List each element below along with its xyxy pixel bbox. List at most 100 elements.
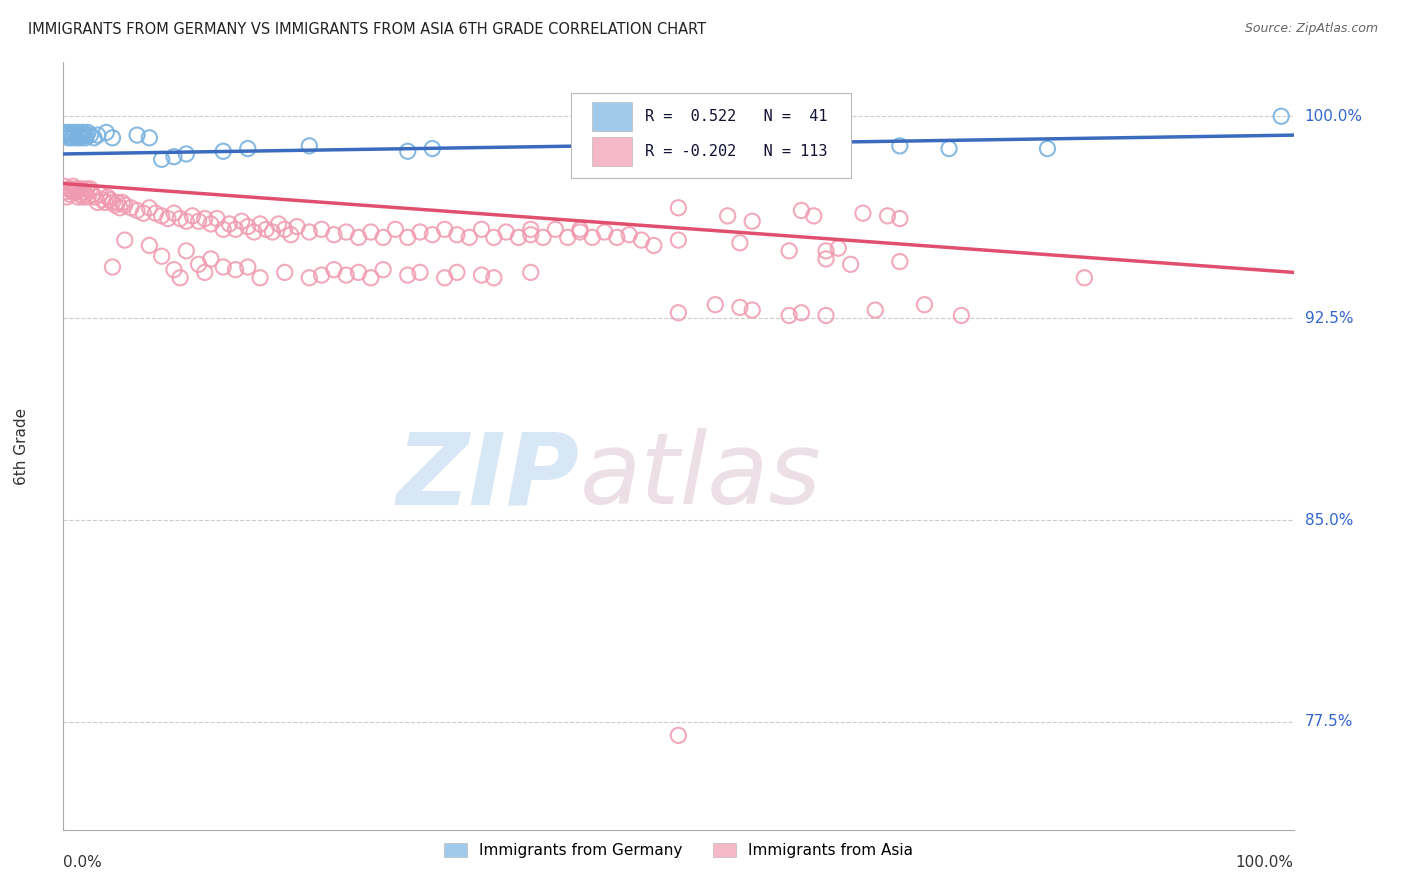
Point [704, 298, 727, 312]
Point [53, 179, 76, 194]
Point [889, 211, 911, 226]
Point [311, 222, 333, 236]
Point [243, 225, 266, 239]
Point [101, 195, 124, 210]
Point [63, 125, 86, 139]
Point [914, 298, 936, 312]
Point [73, 128, 96, 142]
Point [187, 214, 209, 228]
Point [396, 145, 419, 159]
Point [65, 128, 87, 142]
Point [150, 249, 173, 263]
Point [174, 214, 197, 228]
Text: 100.0%: 100.0% [1236, 855, 1294, 870]
Point [225, 262, 247, 277]
Point [194, 211, 217, 226]
Point [58, 125, 80, 139]
Point [396, 268, 419, 282]
Point [66, 130, 89, 145]
Point [815, 244, 838, 258]
Point [150, 209, 173, 223]
Point [138, 201, 160, 215]
Point [212, 260, 235, 274]
Point [53, 125, 76, 139]
Point [298, 225, 321, 239]
Point [482, 230, 505, 244]
Point [606, 139, 628, 153]
Point [145, 206, 167, 220]
Point [422, 227, 444, 242]
Bar [592, 136, 631, 166]
Point [56, 190, 79, 204]
Point [1073, 270, 1095, 285]
Point [606, 230, 628, 244]
Point [741, 303, 763, 318]
Point [66, 185, 89, 199]
Text: 6th Grade: 6th Grade [14, 408, 30, 484]
Point [163, 150, 186, 164]
Point [839, 257, 862, 271]
Point [56, 130, 79, 145]
Point [156, 211, 179, 226]
Point [790, 203, 813, 218]
Point [619, 227, 641, 242]
Point [433, 270, 456, 285]
Point [396, 230, 419, 244]
Point [67, 128, 90, 142]
Point [212, 222, 235, 236]
Point [76, 182, 98, 196]
Point [938, 142, 960, 156]
Point [347, 265, 370, 279]
Point [249, 270, 271, 285]
Point [75, 187, 97, 202]
Point [76, 125, 98, 139]
Point [114, 198, 136, 212]
Point [863, 303, 887, 318]
Point [72, 125, 94, 139]
Point [741, 214, 763, 228]
Point [104, 198, 127, 212]
Point [409, 265, 432, 279]
Point [169, 211, 191, 226]
Point [138, 238, 160, 252]
Point [70, 128, 93, 142]
Point [778, 244, 800, 258]
Point [433, 222, 456, 236]
Point [384, 222, 406, 236]
Text: atlas: atlas [579, 428, 821, 525]
Point [63, 185, 86, 199]
Point [717, 209, 740, 223]
Point [876, 209, 898, 223]
Point [728, 301, 751, 315]
Point [666, 233, 689, 247]
Point [298, 139, 321, 153]
Point [87, 128, 110, 142]
Point [280, 227, 302, 242]
Text: 92.5%: 92.5% [1305, 310, 1353, 326]
Point [236, 142, 259, 156]
Point [55, 185, 77, 199]
Point [82, 187, 104, 202]
Point [70, 182, 93, 196]
Point [205, 211, 228, 226]
Point [67, 190, 90, 204]
Point [778, 309, 800, 323]
Point [1270, 109, 1292, 123]
Text: 0.0%: 0.0% [63, 855, 103, 870]
Point [236, 260, 259, 274]
Point [108, 201, 131, 215]
Point [581, 230, 603, 244]
Point [69, 130, 91, 145]
Point [790, 145, 813, 159]
Point [127, 128, 148, 142]
Point [347, 230, 370, 244]
Point [666, 306, 689, 320]
Point [285, 219, 308, 234]
Point [132, 206, 155, 220]
Point [56, 128, 79, 142]
Point [273, 222, 295, 236]
Point [174, 244, 197, 258]
Point [803, 209, 825, 223]
Point [174, 147, 197, 161]
Point [58, 187, 80, 202]
